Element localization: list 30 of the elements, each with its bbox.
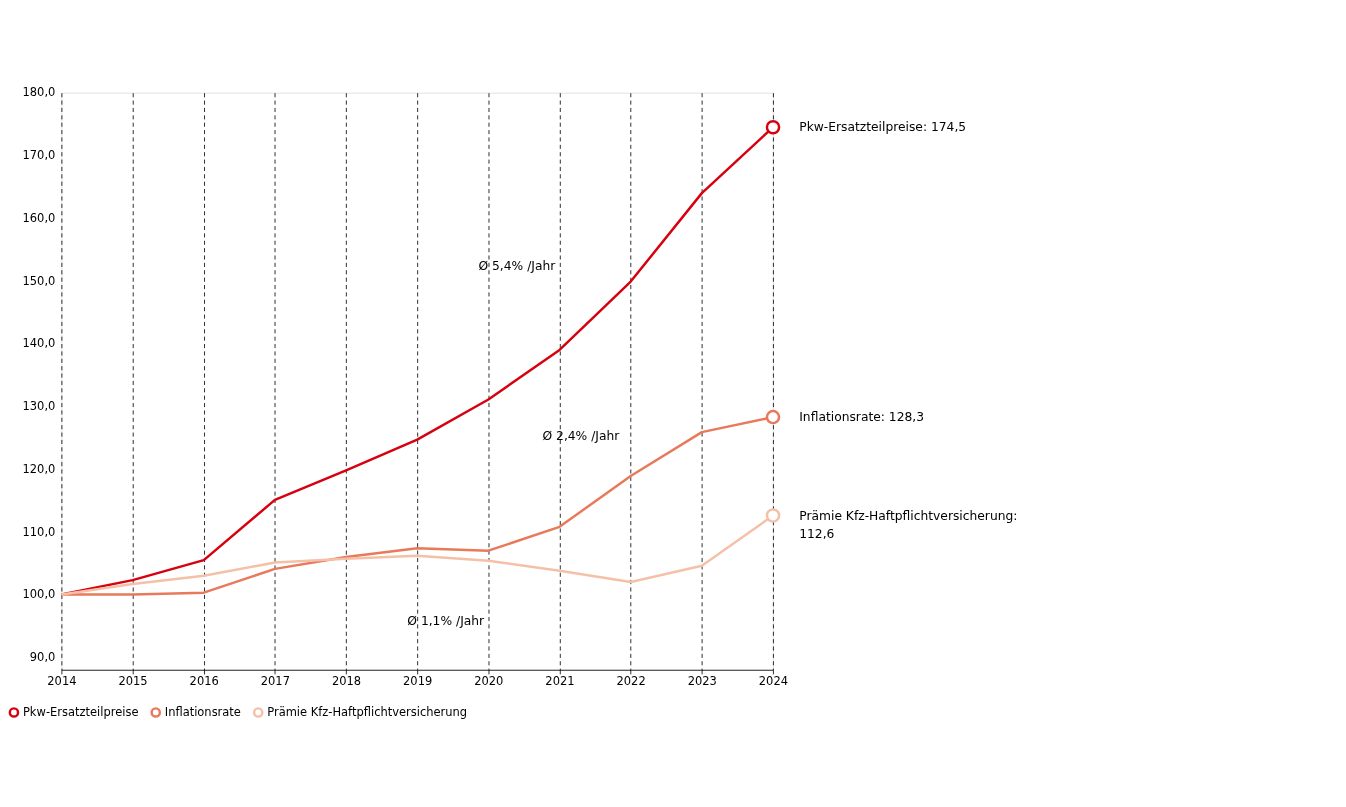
annotation: Ø 1,1% /Jahr xyxy=(407,613,486,628)
legend-label: Pkw-Ersatzteilpreise xyxy=(22,704,139,719)
data-label: Prämie Kfz-Haftpflichtversicherung: 112,6 xyxy=(799,508,1018,541)
y-tick-label: 160,0 xyxy=(22,210,56,225)
legend-label: Inflationsrate xyxy=(164,704,241,719)
x-tick-label: 2020 xyxy=(474,674,504,689)
y-tick-label: 90,0 xyxy=(29,649,56,664)
legend-label: Prämie Kfz-Haftpflichtversicherung xyxy=(267,704,468,719)
x-tick-label: 2024 xyxy=(758,674,789,689)
x-tick-label: 2018 xyxy=(331,674,362,689)
y-tick-label: 140,0 xyxy=(22,336,56,351)
y-tick-label: 170,0 xyxy=(22,148,56,163)
x-tick-label: 2017 xyxy=(260,674,290,689)
x-tick-label: 2023 xyxy=(687,674,717,689)
y-tick-label: 180,0 xyxy=(22,85,56,100)
y-tick-label: 150,0 xyxy=(22,273,56,288)
x-tick-label: 2016 xyxy=(189,674,219,689)
annotation: Ø 2,4% /Jahr xyxy=(542,429,621,444)
y-tick-label: 130,0 xyxy=(22,399,56,414)
y-tick-label: 100,0 xyxy=(22,587,56,602)
x-tick-label: 2021 xyxy=(545,674,575,689)
x-tick-label: 2014 xyxy=(47,674,77,689)
x-tick-label: 2019 xyxy=(403,674,433,689)
x-tick-label: 2022 xyxy=(616,674,646,689)
annotation: Ø 5,4% /Jahr xyxy=(478,258,557,273)
data-label: Pkw-Ersatzteilpreise: 174,5 xyxy=(799,120,967,135)
data-label: Inflationsrate: 128,3 xyxy=(799,410,924,425)
y-tick-label: 110,0 xyxy=(22,524,56,539)
x-tick-label: 2015 xyxy=(118,674,148,689)
y-tick-label: 120,0 xyxy=(22,461,56,476)
